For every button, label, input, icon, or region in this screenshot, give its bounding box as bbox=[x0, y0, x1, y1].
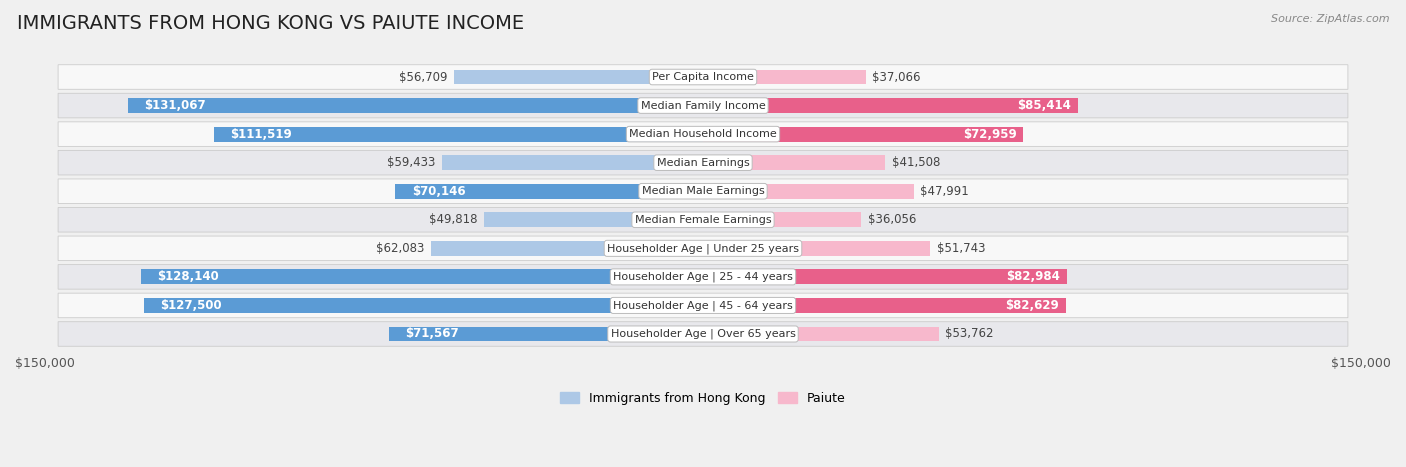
Text: Median Female Earnings: Median Female Earnings bbox=[634, 215, 772, 225]
Text: Per Capita Income: Per Capita Income bbox=[652, 72, 754, 82]
FancyBboxPatch shape bbox=[58, 322, 1348, 346]
Text: Householder Age | 25 - 44 years: Householder Age | 25 - 44 years bbox=[613, 272, 793, 282]
Text: $53,762: $53,762 bbox=[945, 327, 994, 340]
Bar bbox=[443, 155, 703, 170]
Bar bbox=[141, 269, 703, 284]
Text: $72,959: $72,959 bbox=[963, 127, 1017, 141]
Text: $131,067: $131,067 bbox=[145, 99, 207, 112]
Text: $71,567: $71,567 bbox=[405, 327, 460, 340]
FancyBboxPatch shape bbox=[58, 65, 1348, 89]
Text: $56,709: $56,709 bbox=[399, 71, 447, 84]
Bar bbox=[454, 70, 703, 85]
Bar bbox=[703, 184, 914, 198]
Bar bbox=[214, 127, 703, 142]
Text: $85,414: $85,414 bbox=[1018, 99, 1071, 112]
FancyBboxPatch shape bbox=[58, 122, 1348, 146]
FancyBboxPatch shape bbox=[58, 207, 1348, 232]
Bar bbox=[703, 241, 929, 256]
Text: $82,629: $82,629 bbox=[1005, 299, 1059, 312]
Bar bbox=[703, 269, 1067, 284]
Text: Median Male Earnings: Median Male Earnings bbox=[641, 186, 765, 196]
FancyBboxPatch shape bbox=[58, 265, 1348, 289]
Bar bbox=[703, 212, 862, 227]
Text: $41,508: $41,508 bbox=[891, 156, 941, 169]
Bar bbox=[143, 298, 703, 313]
Text: $47,991: $47,991 bbox=[920, 185, 969, 198]
Text: $111,519: $111,519 bbox=[231, 127, 292, 141]
Text: $51,743: $51,743 bbox=[936, 242, 986, 255]
Bar bbox=[703, 98, 1078, 113]
Text: Householder Age | Under 25 years: Householder Age | Under 25 years bbox=[607, 243, 799, 254]
Text: $127,500: $127,500 bbox=[160, 299, 222, 312]
Bar bbox=[389, 326, 703, 341]
Bar bbox=[485, 212, 703, 227]
Text: Median Household Income: Median Household Income bbox=[628, 129, 778, 139]
Bar bbox=[128, 98, 703, 113]
FancyBboxPatch shape bbox=[58, 236, 1348, 261]
Text: Source: ZipAtlas.com: Source: ZipAtlas.com bbox=[1271, 14, 1389, 24]
Bar bbox=[703, 127, 1024, 142]
FancyBboxPatch shape bbox=[58, 150, 1348, 175]
Bar bbox=[703, 70, 866, 85]
Text: Median Family Income: Median Family Income bbox=[641, 100, 765, 111]
Text: $49,818: $49,818 bbox=[429, 213, 478, 226]
FancyBboxPatch shape bbox=[58, 93, 1348, 118]
Text: $37,066: $37,066 bbox=[872, 71, 921, 84]
Text: Householder Age | Over 65 years: Householder Age | Over 65 years bbox=[610, 329, 796, 339]
Text: $128,140: $128,140 bbox=[157, 270, 219, 283]
Text: Householder Age | 45 - 64 years: Householder Age | 45 - 64 years bbox=[613, 300, 793, 311]
Text: $82,984: $82,984 bbox=[1007, 270, 1060, 283]
Text: $59,433: $59,433 bbox=[387, 156, 436, 169]
Bar bbox=[703, 298, 1066, 313]
Bar bbox=[395, 184, 703, 198]
Text: Median Earnings: Median Earnings bbox=[657, 158, 749, 168]
FancyBboxPatch shape bbox=[58, 179, 1348, 204]
FancyBboxPatch shape bbox=[58, 293, 1348, 318]
Text: IMMIGRANTS FROM HONG KONG VS PAIUTE INCOME: IMMIGRANTS FROM HONG KONG VS PAIUTE INCO… bbox=[17, 14, 524, 33]
Text: $36,056: $36,056 bbox=[868, 213, 917, 226]
Bar bbox=[703, 326, 939, 341]
Text: $70,146: $70,146 bbox=[412, 185, 465, 198]
Bar bbox=[430, 241, 703, 256]
Bar bbox=[703, 155, 886, 170]
Legend: Immigrants from Hong Kong, Paiute: Immigrants from Hong Kong, Paiute bbox=[555, 387, 851, 410]
Text: $62,083: $62,083 bbox=[375, 242, 425, 255]
